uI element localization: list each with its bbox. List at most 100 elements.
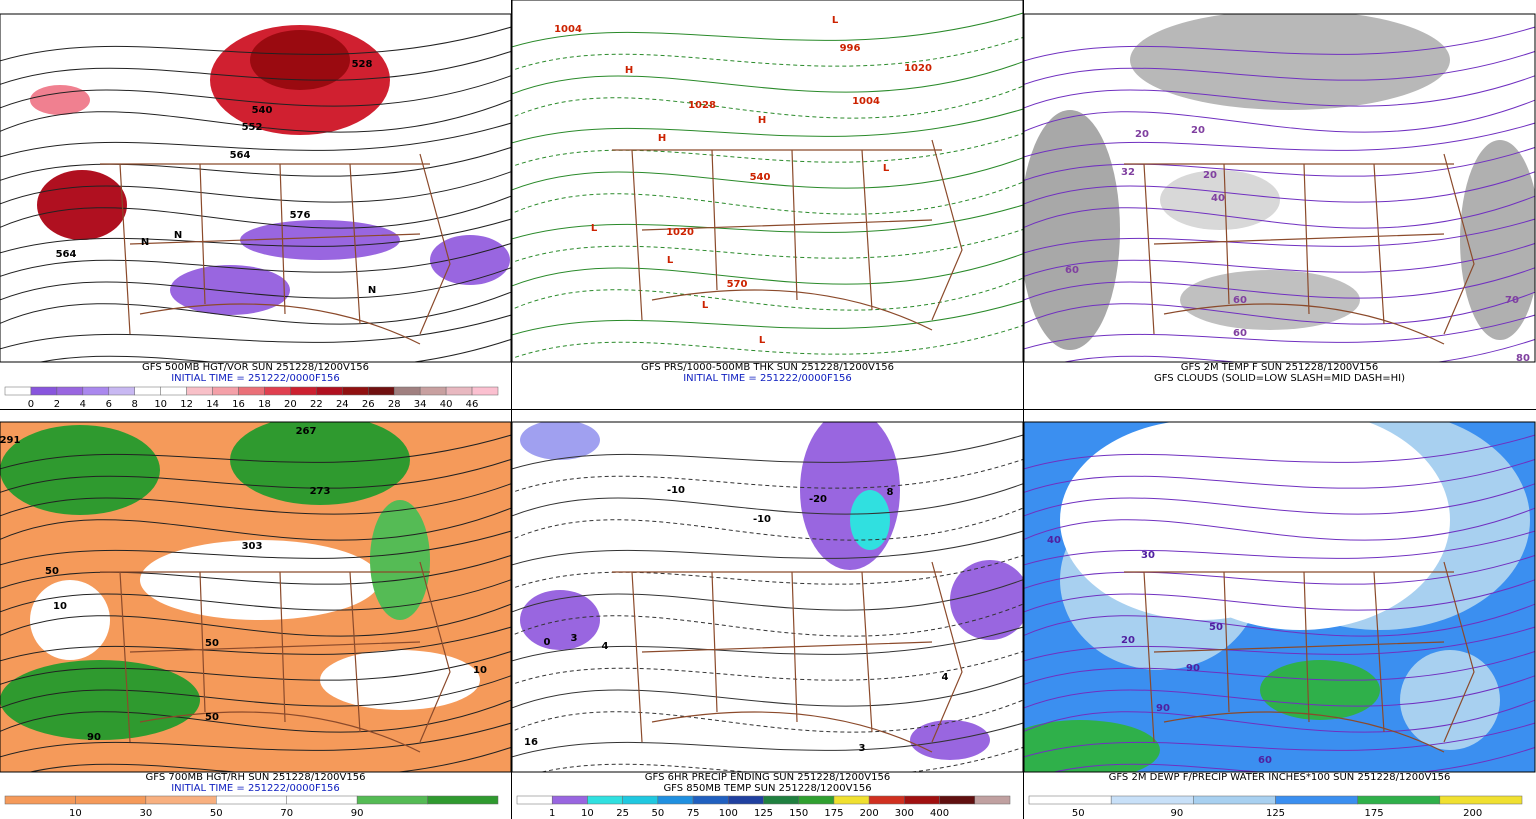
map-label: 3 (571, 633, 578, 644)
field-area (850, 490, 890, 550)
colorbar-label: 70 (280, 808, 293, 819)
map-label: L (832, 15, 839, 26)
contour-line (0, 195, 511, 229)
map-label: 564 (230, 150, 251, 161)
contour-line (1024, 146, 1535, 182)
map-label: 20 (1135, 129, 1149, 140)
map-label: 90 (87, 732, 101, 743)
map-label: 16 (524, 737, 538, 748)
colorbar-segment (1110, 795, 1194, 805)
map-label: L (702, 300, 709, 311)
colorbar-segment (82, 386, 110, 396)
colorbar-segment (216, 795, 287, 805)
contour-line (0, 26, 511, 62)
contour-line (1024, 699, 1535, 733)
colorbar-label: 8 (132, 399, 138, 410)
map-label: 50 (205, 638, 219, 649)
colorbar-label: 175 (1365, 808, 1384, 819)
field-area (1024, 110, 1120, 350)
contour-line (1024, 314, 1535, 350)
map-label: 32 (1121, 167, 1135, 178)
map-panel: 1004 996 1020 1028 1020 1004 570 540 L L L L L L H H H (512, 0, 1023, 362)
colorbar-label: 16 (232, 399, 245, 410)
map-label: -20 (809, 494, 827, 505)
map-label: 60 (1233, 295, 1247, 306)
colorbar-segment (356, 795, 428, 805)
contour-line (512, 253, 1023, 287)
field-area (0, 660, 200, 740)
colorbar-segment (939, 795, 976, 805)
colorbar-label: 28 (388, 399, 401, 410)
field-area (230, 422, 410, 505)
borders (612, 561, 963, 753)
contour-line (0, 434, 511, 470)
colorbar-segment (393, 386, 421, 396)
map-label: 996 (840, 43, 861, 54)
colorbar-segment (419, 386, 447, 396)
map-label: 303 (242, 541, 263, 552)
field-area (170, 265, 290, 315)
map-label: H (625, 65, 633, 76)
colorbar-label: 30 (139, 808, 152, 819)
map-label: 50 (205, 712, 219, 723)
contour-line (1024, 171, 1535, 205)
map-label: 291 (0, 435, 20, 446)
contour-line (1052, 746, 1535, 772)
map-label: 90 (1156, 703, 1170, 714)
colorbar-segment (30, 386, 58, 396)
colorbar-segment (1357, 795, 1441, 805)
colorbar-label: 10 (581, 808, 594, 819)
map-label: 1028 (688, 100, 716, 111)
caption: GFS 2M DEWP F/PRECIP WATER INCHES*100 SU… (1109, 772, 1451, 783)
map-label: 60 (1065, 265, 1079, 276)
field-area (520, 422, 600, 460)
map-background (512, 422, 1023, 772)
contour-line (1024, 218, 1535, 254)
map-label: 70 (1505, 295, 1519, 306)
colorbar-segment (186, 386, 213, 396)
colorbar-label: 50 (210, 808, 223, 819)
map-label: 40 (1211, 193, 1225, 204)
field-area (30, 580, 110, 660)
map-label: N (368, 285, 376, 296)
colorbar-label: 34 (414, 399, 427, 410)
borders (1124, 153, 1475, 345)
colorbar-segment (56, 386, 84, 396)
colorbar-segment (368, 386, 395, 396)
contour-line (0, 483, 511, 517)
map-label: L (759, 335, 766, 346)
contour-line (1024, 554, 1535, 590)
contour-line (0, 626, 511, 662)
borders (100, 153, 451, 345)
borders (1124, 561, 1475, 753)
contour-line (512, 12, 1023, 48)
contour-line (512, 108, 1023, 144)
colorbar-label: 200 (860, 808, 879, 819)
contour-line (512, 434, 1023, 470)
field-area (1024, 720, 1160, 772)
colorbar-segment (264, 386, 291, 396)
colorbar-label: 200 (1463, 808, 1482, 819)
map-label: 570 (727, 279, 748, 290)
field-area (950, 560, 1023, 640)
colorbar-segment (587, 795, 623, 805)
colorbar-label: 1 (549, 808, 555, 819)
colorbar-segment (342, 386, 369, 396)
colorbar-label: 150 (789, 808, 808, 819)
colorbar-label: 10 (154, 399, 167, 410)
contour-line (0, 218, 511, 254)
colorbar-segment (75, 795, 147, 805)
contour-line (1024, 458, 1535, 494)
colorbar-label: 90 (1171, 808, 1184, 819)
colorbar-segment (108, 386, 135, 396)
map-panel: 291 267 273 303 50 50 10 90 50 10 (0, 422, 511, 772)
contour-line (512, 650, 1023, 686)
colorbar-segment (516, 795, 553, 805)
contour-line (512, 300, 1023, 336)
contour-line (0, 458, 511, 494)
field-area (370, 500, 430, 620)
contour-line (1024, 650, 1535, 686)
field-area (430, 235, 510, 285)
colorbar-segment (160, 386, 187, 396)
